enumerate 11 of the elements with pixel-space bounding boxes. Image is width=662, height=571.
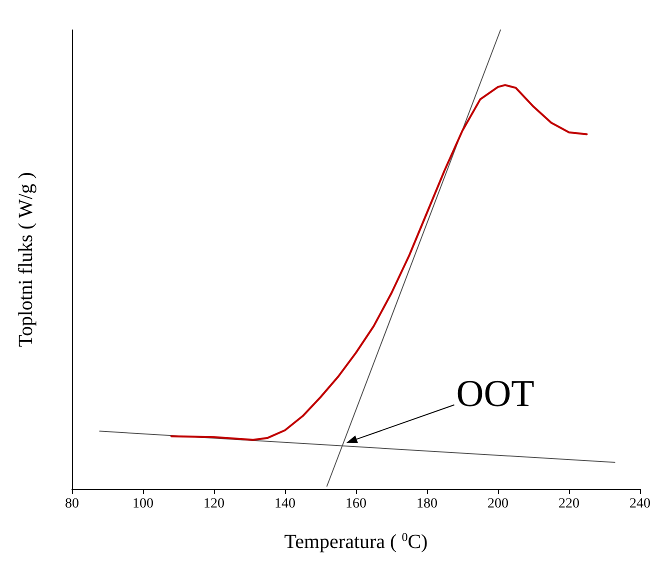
x-tick-label: 140: [274, 496, 296, 512]
x-tick-label: 180: [416, 496, 438, 512]
x-tick-label: 200: [488, 496, 508, 512]
x-tick-label: 100: [132, 496, 154, 512]
x-tick-label: 240: [630, 496, 650, 512]
x-tick-label: 120: [204, 496, 224, 512]
x-tick-label: 80: [65, 496, 79, 512]
y-axis-title: Toplotni fluks ( W/g ): [15, 172, 37, 347]
x-tick-label: 220: [558, 496, 580, 512]
x-tick-label: 160: [346, 496, 366, 512]
annotation: OOT: [456, 372, 534, 415]
